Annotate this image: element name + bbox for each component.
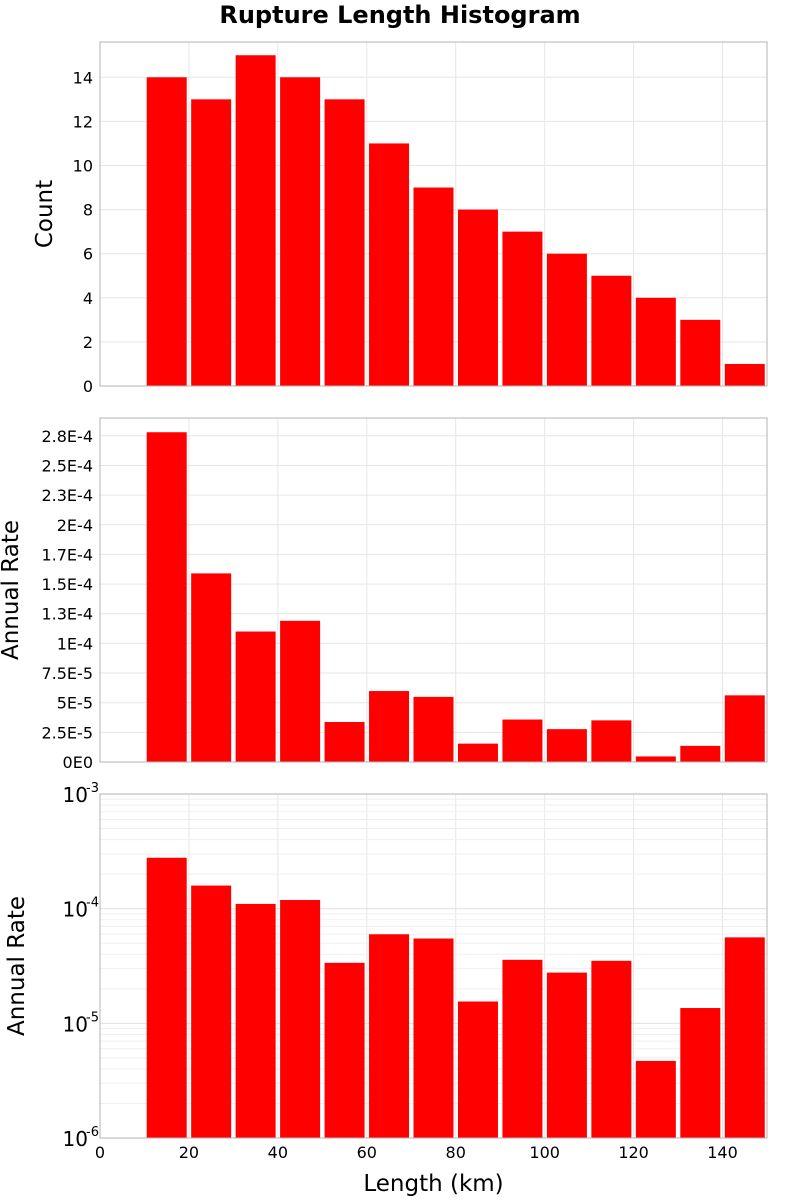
histogram-bar bbox=[680, 745, 721, 762]
histogram-bar bbox=[546, 972, 587, 1138]
y-tick-label: 12 bbox=[73, 112, 93, 131]
histogram-bar bbox=[546, 729, 587, 762]
histogram-bar bbox=[591, 720, 632, 762]
y-tick-label: 2.8E-4 bbox=[41, 427, 93, 446]
y-tick-exponent: -4 bbox=[86, 896, 99, 911]
histogram-bar bbox=[369, 934, 410, 1138]
chart-title: Rupture Length Histogram bbox=[219, 1, 580, 29]
histogram-bar bbox=[413, 187, 454, 386]
x-tick-label: 140 bbox=[707, 1143, 738, 1162]
x-tick-label: 20 bbox=[179, 1143, 199, 1162]
histogram-bar bbox=[413, 938, 454, 1138]
histogram-bar bbox=[235, 903, 276, 1138]
y-tick-label: 2E-4 bbox=[57, 516, 93, 535]
histogram-bar bbox=[324, 722, 365, 762]
y-tick-label: 10 bbox=[63, 1012, 88, 1036]
plot-frame bbox=[99, 417, 768, 763]
y-tick-label: 2 bbox=[83, 333, 93, 352]
y-tick-label: 1E-4 bbox=[57, 634, 93, 653]
histogram-bar bbox=[191, 573, 232, 762]
y-tick-label: 10 bbox=[63, 1127, 88, 1151]
y-tick-label: 1.7E-4 bbox=[41, 545, 93, 564]
annual-rate-linear-panel: 0E0 2.5E-5 5E-5 7.5E-5 1E-4 1.3E-4 1.5E-4 1.7E-… bbox=[0, 417, 768, 772]
histogram-bar bbox=[457, 743, 498, 762]
histogram-bar bbox=[235, 631, 276, 762]
y-tick-label: 1.3E-4 bbox=[41, 605, 93, 624]
x-tick-label: 100 bbox=[529, 1143, 560, 1162]
histogram-bar bbox=[635, 297, 676, 386]
y-tick-label: 7.5E-5 bbox=[41, 664, 93, 683]
histogram-bar bbox=[146, 432, 187, 762]
histogram-bar bbox=[680, 319, 721, 386]
histogram-bar bbox=[146, 857, 187, 1138]
histogram-bar bbox=[457, 1001, 498, 1138]
histogram-bar bbox=[546, 253, 587, 386]
y-tick-label: 2.5E-5 bbox=[41, 723, 93, 742]
count-histogram-panel: 0 2 4 6 8 10 12 14 Count bbox=[32, 41, 768, 396]
y-tick-label: 4 bbox=[83, 289, 93, 308]
histogram-bar bbox=[591, 275, 632, 386]
y-tick-label: 6 bbox=[83, 245, 93, 264]
histogram-bar bbox=[635, 756, 676, 762]
y-tick-label: 10 bbox=[63, 898, 88, 922]
histogram-bar bbox=[324, 99, 365, 386]
histogram-bar bbox=[369, 691, 410, 762]
histogram-bar bbox=[502, 231, 543, 386]
x-tick-label: 120 bbox=[618, 1143, 649, 1162]
histogram-bar bbox=[457, 209, 498, 386]
y-tick-label: 0E0 bbox=[63, 753, 93, 772]
histogram-bar bbox=[502, 719, 543, 762]
x-tick-label: 0 bbox=[95, 1143, 105, 1162]
y-axis-label: Annual Rate bbox=[0, 520, 24, 660]
y-tick-exponent: -5 bbox=[86, 1010, 99, 1025]
y-tick-label: 1.5E-4 bbox=[41, 575, 93, 594]
y-tick-label: 2.3E-4 bbox=[41, 486, 93, 505]
histogram-bar bbox=[146, 77, 187, 387]
histogram-bar bbox=[724, 363, 765, 386]
histogram-bar bbox=[724, 695, 765, 762]
histogram-bar bbox=[280, 77, 321, 387]
histogram-bar bbox=[369, 143, 410, 386]
histogram-bar bbox=[324, 962, 365, 1138]
plot-frame bbox=[99, 793, 768, 1139]
y-tick-exponent: -3 bbox=[86, 781, 99, 796]
plot-frame bbox=[99, 41, 768, 387]
y-tick-label: 8 bbox=[83, 201, 93, 220]
x-axis-label: Length (km) bbox=[363, 1171, 503, 1197]
histogram-bar bbox=[280, 620, 321, 762]
y-tick-label: 5E-5 bbox=[57, 694, 93, 713]
histogram-bar bbox=[591, 960, 632, 1138]
y-tick-label: 14 bbox=[73, 68, 93, 87]
y-tick-label: 10 bbox=[63, 783, 88, 807]
y-tick-label: 2.5E-4 bbox=[41, 456, 93, 475]
x-tick-label: 80 bbox=[446, 1143, 466, 1162]
y-tick-label: 0 bbox=[83, 377, 93, 396]
x-tick-label: 40 bbox=[268, 1143, 288, 1162]
histogram-bar bbox=[680, 1008, 721, 1138]
histogram-bar bbox=[724, 937, 765, 1138]
histogram-bar bbox=[191, 885, 232, 1138]
y-tick-label: 10 bbox=[73, 156, 93, 175]
y-axis-label: Count bbox=[32, 180, 58, 248]
histogram-bar bbox=[635, 1060, 676, 1138]
y-axis-label: Annual Rate bbox=[4, 896, 30, 1036]
histogram-bar bbox=[413, 696, 454, 762]
histogram-bar bbox=[502, 959, 543, 1138]
histogram-bar bbox=[191, 99, 232, 386]
histogram-bar bbox=[235, 55, 276, 386]
y-tick-exponent: -6 bbox=[86, 1125, 99, 1140]
x-tick-label: 60 bbox=[357, 1143, 377, 1162]
histogram-bar bbox=[280, 900, 321, 1138]
